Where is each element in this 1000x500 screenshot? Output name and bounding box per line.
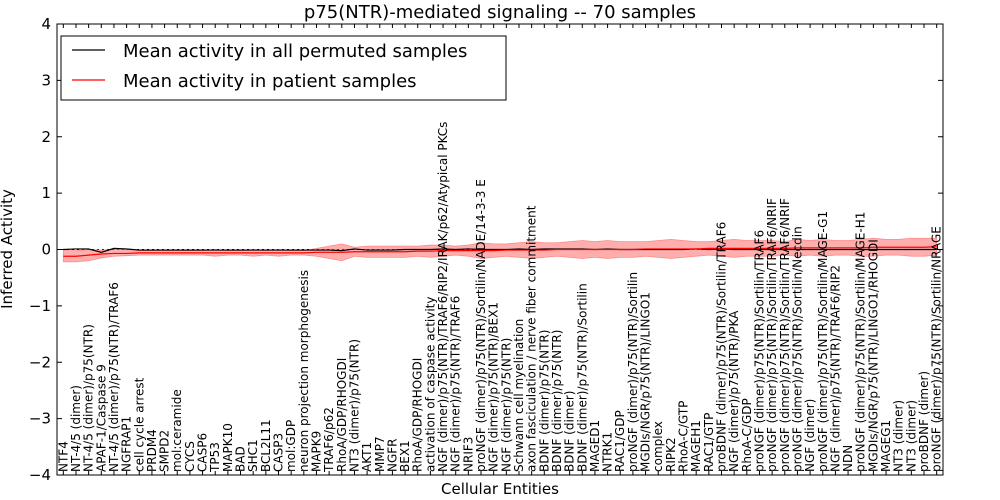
category-label: NGF (dimer)/p75(NTR)/PKA: [727, 310, 741, 472]
category-label: PRDM4: [145, 429, 159, 472]
category-label: MAPK9: [309, 431, 323, 472]
category-label: APAF-1/Caspase 9: [94, 364, 108, 472]
series-line-0: [63, 247, 937, 253]
plot-area: [57, 237, 943, 263]
category-label: NT-4/5 (dimer)/p75(NTR): [82, 324, 96, 472]
category-label: proNGF (dimer)/p75(NTR)/Sortilin/NRAGE: [930, 226, 944, 472]
category-label: MAGEG1: [879, 420, 893, 472]
category-label: RhoA/GDP/RHOGDI: [335, 358, 349, 472]
category-label: MGDIs/NGR/p75(NTR)/LINGO1: [639, 292, 653, 472]
y-tick-label: 4: [41, 15, 51, 33]
series-line-1: [63, 246, 937, 257]
category-label: Schwann cell myelination: [512, 319, 526, 472]
category-label: MAPK10: [221, 423, 235, 472]
category-label: BEX1: [398, 440, 412, 472]
y-axis-label: Inferred Activity: [0, 189, 16, 309]
category-label: CASP6: [196, 433, 210, 472]
category-label: BDNF (dimer): [563, 391, 577, 473]
category-label: NGFR: [385, 438, 399, 472]
x-axis-label: Cellular Entities: [441, 480, 559, 498]
category-label: NT3 (dimer): [904, 400, 918, 472]
category-label: MGDIs/NGR/p75(NTR)/LINGO1/RHOGDI: [866, 239, 880, 472]
y-tick-label: 0: [41, 241, 51, 259]
category-label: NGF (dimer)/p75(NTR)/BEX1: [487, 302, 501, 472]
y-tick-label: −4: [29, 466, 51, 484]
category-label: proNGF (dimer)/p75(NTR)/Sortilin/MAGE-G1: [816, 211, 830, 472]
category-label: mol:GDP: [284, 420, 298, 472]
y-tick-label: −2: [29, 353, 51, 371]
category-label: proNGF (dimer)/p75(NTR)/Sortilin/TRAF6: [752, 230, 766, 472]
category-label: NGF (dimer)/p75(NTR)/TRAF6/RIP2/IRAK/p62…: [436, 122, 450, 472]
category-label: TRAF6/p62: [322, 407, 336, 473]
x-axis-ticks: [62, 24, 938, 475]
category-label: neuron projection morphogenesis: [297, 270, 311, 472]
y-tick-label: 1: [41, 184, 51, 202]
category-label: CASP3: [272, 433, 286, 472]
category-label: NGFRAP1: [120, 416, 134, 472]
category-label: proNGF (dimer)/p75(NTR)/Sortilin/TRAF6/N…: [765, 198, 779, 472]
category-label: BAD: [234, 446, 248, 472]
legend-label-permuted: Mean activity in all permuted samples: [123, 41, 467, 62]
category-label: BDNF (dimer)/p75(NTR)/Sortilin: [575, 283, 589, 472]
category-label: mol:ceramide: [170, 389, 184, 472]
category-label: NGF (dimer)/p75(NTR)/TRAF6/RIP2: [828, 265, 842, 472]
category-label: NT-4/5 (dimer)/p75(NTR)/TRAF6: [107, 282, 121, 472]
y-tick-label: 3: [41, 71, 51, 89]
category-label: NTF4: [56, 441, 70, 472]
category-label: proNGF (dimer)/p75(NTR)/Sortilin/Necdin: [790, 226, 804, 472]
category-label: proBDNF (dimer)/p75(NTR)/Sortilin/TRAF6: [715, 222, 729, 472]
category-label: RAC1/GTP: [702, 413, 716, 472]
category-label: NDN: [841, 445, 855, 472]
category-label: CYCS: [183, 441, 197, 472]
category-label: NT3 (dimer)/p75(NTR): [347, 339, 361, 472]
category-label: TP53: [208, 442, 222, 473]
category-label: MAGED1: [588, 420, 602, 472]
category-label: cell cycle arrest: [132, 377, 146, 472]
category-label: proNGF (dimer)/p75(NTR)/Sortilin: [626, 272, 640, 472]
category-label: proBDNF (dimer): [917, 371, 931, 472]
legend: Mean activity in all permuted samples Me…: [60, 35, 507, 101]
category-label: NGF (dimer): [803, 399, 817, 472]
category-label: SMPD2: [158, 430, 172, 472]
category-label: SHC1: [246, 439, 260, 472]
legend-box: [60, 35, 507, 101]
category-label: BCL2L11: [259, 419, 273, 472]
category-label: proNGF (dimer)/p75(NTR)/Sortilin/NADE/14…: [474, 179, 488, 472]
category-label: RhoA/GDP/RHOGDI: [411, 358, 425, 472]
category-label: NRIF3: [461, 437, 475, 472]
category-label: NGF (dimer)/p75(NTR)/TRAF6: [449, 296, 463, 472]
category-label: RhoA-C/GDP: [740, 398, 754, 472]
chart-title: p75(NTR)-mediated signaling -- 70 sample…: [304, 2, 696, 23]
category-label: NGF (dimer)/p75(NTR): [499, 338, 513, 472]
legend-label-patient: Mean activity in patient samples: [123, 71, 417, 92]
category-label: complex: [651, 421, 665, 472]
category-label: NTRK1: [601, 432, 615, 472]
y-tick-label: 2: [41, 128, 51, 146]
category-label: RAC1/GDP: [613, 410, 627, 472]
category-label: NT-4/5 (dimer): [69, 385, 83, 472]
category-label: RIPK2: [664, 437, 678, 472]
y-tick-label: −1: [29, 297, 51, 315]
category-label: BDNF (dimer)/p75(NTR): [537, 330, 551, 472]
category-label: RhoA-C/GTP: [677, 401, 691, 472]
category-label: BDNF (dimer)/p75(NTR): [550, 330, 564, 472]
category-label: MAGEH1: [689, 420, 703, 472]
y-axis-ticks: 4 3 2 1 0 −1 −2 −3 −4: [29, 15, 943, 484]
category-label: proNGF (dimer)/p75(NTR)/Sortilin/MAGE-H1: [854, 212, 868, 472]
category-label: activation of caspase activity: [423, 297, 437, 472]
category-label: AKT1: [360, 442, 374, 472]
category-label: axon fasciculation / nerve fiber commitm…: [525, 205, 539, 472]
category-label: NT3 (dimer): [892, 400, 906, 472]
category-label: MMP7: [373, 436, 387, 472]
y-tick-label: −3: [29, 410, 51, 428]
category-label: proNGF (dimer)/p75(NTR)/Sortilin/TRAF6/N…: [778, 198, 792, 472]
